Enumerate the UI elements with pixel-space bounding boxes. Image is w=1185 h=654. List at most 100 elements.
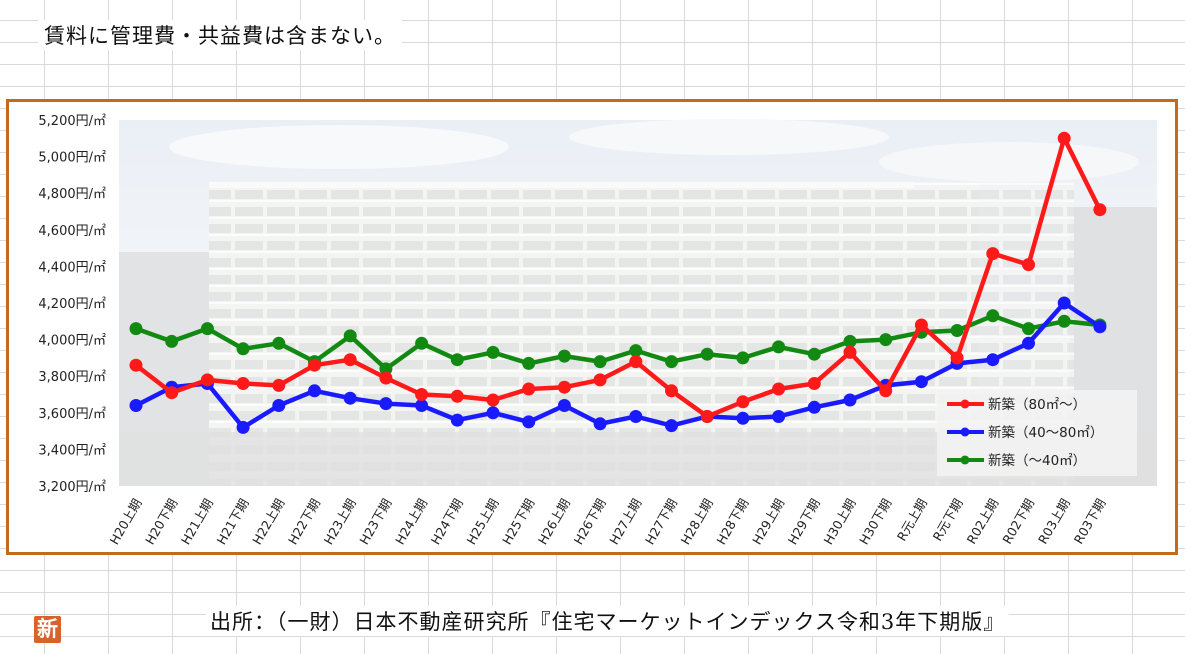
data-point: [486, 345, 500, 359]
legend-item-40-80: 新築（40～80㎡）: [947, 425, 1103, 441]
x-tick-label: H25上期: [463, 496, 501, 547]
data-point: [308, 384, 321, 398]
data-point: [415, 336, 429, 350]
x-tick-label: H24下期: [428, 496, 466, 547]
data-point: [272, 378, 286, 392]
data-point: [522, 415, 536, 429]
y-axis-labels: 3,200円/㎡ 3,400円/㎡ 3,600円/㎡ 3,800円/㎡ 4,000円/㎡…: [38, 114, 106, 495]
legend-label: 新築（40～80㎡）: [988, 425, 1103, 441]
data-point: [1022, 336, 1035, 350]
data-point: [629, 355, 643, 369]
series-line: [133, 136, 1103, 419]
data-point: [379, 397, 393, 411]
data-point: [165, 386, 179, 400]
data-point: [736, 395, 750, 409]
series-0: [129, 131, 1107, 423]
legend-marker: [960, 455, 970, 465]
y-tick-label: 4,000円/㎡: [38, 334, 106, 349]
x-tick-label: R02上期: [964, 496, 1002, 546]
x-tick-label: H23上期: [321, 496, 359, 547]
x-tick-label: H30下期: [856, 496, 894, 547]
series-line: [133, 300, 1103, 430]
rent-line-chart: 3,200円/㎡ 3,400円/㎡ 3,600円/㎡ 3,800円/㎡ 4,000円/㎡…: [38, 114, 1157, 547]
data-point: [843, 334, 857, 348]
data-point: [665, 419, 678, 433]
data-point: [379, 362, 393, 376]
data-point: [843, 345, 857, 359]
data-point: [557, 399, 571, 412]
x-tick-label: H20下期: [142, 496, 180, 547]
data-point: [914, 318, 928, 332]
x-axis-labels: H20上期H20下期H21上期H21下期H22上期H22下期H23上期H23下期…: [106, 496, 1108, 547]
x-tick-label: R03上期: [1035, 496, 1073, 546]
x-tick-label: H27下期: [642, 496, 680, 547]
data-point: [629, 410, 643, 423]
data-point: [450, 389, 464, 403]
data-point: [1022, 258, 1035, 272]
data-point: [129, 322, 143, 336]
data-point: [486, 393, 500, 407]
data-point: [736, 351, 750, 365]
y-tick-label: 3,600円/㎡: [38, 407, 106, 422]
data-point: [522, 356, 536, 370]
data-point: [879, 333, 893, 347]
legend-label: 新築（80㎡～）: [988, 397, 1086, 413]
background-photo: [119, 119, 1157, 486]
data-point: [843, 393, 857, 407]
series-1: [129, 296, 1107, 434]
legend-label: 新築（～40㎡）: [988, 453, 1086, 469]
data-point: [450, 353, 464, 367]
x-tick-label: H28下期: [713, 496, 751, 547]
series-layer: [129, 131, 1107, 434]
x-tick-label: H30上期: [820, 496, 858, 547]
data-point: [343, 329, 357, 343]
x-tick-label: H23下期: [356, 496, 394, 547]
data-point: [807, 377, 821, 390]
data-point: [772, 382, 786, 396]
x-tick-label: H26下期: [571, 496, 609, 547]
data-point: [557, 380, 571, 394]
data-point: [308, 358, 321, 372]
legend-item-80-plus: 新築（80㎡～）: [947, 397, 1086, 413]
x-tick-label: H29下期: [785, 496, 823, 547]
series-line: [133, 313, 1103, 372]
y-tick-label: 5,200円/㎡: [38, 114, 106, 129]
data-point: [486, 406, 500, 420]
data-point: [200, 373, 214, 387]
data-point: [450, 413, 464, 427]
source-citation: 出所：（一財）日本不動産研究所『住宅マーケットインデックス令和3年下期版』: [206, 606, 1010, 636]
data-point: [986, 309, 1000, 323]
x-tick-label: R03下期: [1071, 496, 1109, 546]
data-point: [879, 384, 893, 398]
data-point: [950, 324, 964, 337]
data-point: [522, 382, 536, 396]
x-tick-label: H21下期: [214, 496, 252, 547]
data-point: [129, 399, 143, 412]
x-tick-label: H22下期: [285, 496, 323, 547]
data-point: [772, 340, 786, 354]
data-point: [343, 391, 357, 405]
x-tick-label: H28上期: [678, 496, 716, 547]
data-point: [415, 388, 429, 401]
data-point: [807, 347, 821, 361]
data-point: [1057, 131, 1071, 145]
data-point: [593, 355, 607, 369]
data-point: [700, 347, 714, 361]
y-tick-label: 4,800円/㎡: [38, 187, 106, 202]
data-point: [772, 410, 786, 423]
data-point: [200, 322, 214, 336]
data-point: [557, 349, 571, 363]
x-tick-label: H22上期: [249, 496, 287, 547]
data-point: [665, 355, 678, 369]
data-point: [236, 420, 250, 434]
data-point: [272, 399, 286, 412]
chart-legend: 新築（80㎡～） 新築（40～80㎡） 新築（～40㎡）: [937, 390, 1137, 476]
data-point: [129, 358, 143, 372]
data-point: [593, 417, 607, 431]
x-tick-label: R02下期: [999, 496, 1037, 546]
x-tick-label: H29上期: [749, 496, 787, 547]
x-tick-label: H25下期: [499, 496, 537, 547]
logo-badge: 新: [34, 616, 61, 643]
x-tick-label: H26上期: [535, 496, 573, 547]
x-tick-label: H24上期: [392, 496, 430, 547]
